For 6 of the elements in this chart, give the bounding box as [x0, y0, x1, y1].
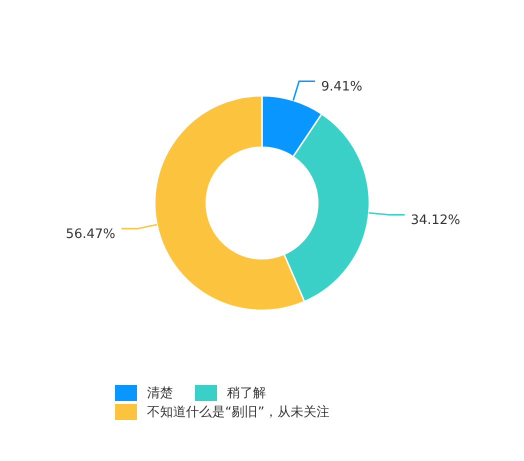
data-label: 9.41% [321, 80, 362, 95]
data-label: 34.12% [410, 213, 460, 228]
legend-label: 清楚 [147, 384, 173, 402]
legend-label: 不知道什么是“剔旧”，从未关注 [147, 404, 330, 420]
legend-label: 稍了解 [227, 384, 266, 402]
data-label: 56.47% [66, 227, 116, 242]
